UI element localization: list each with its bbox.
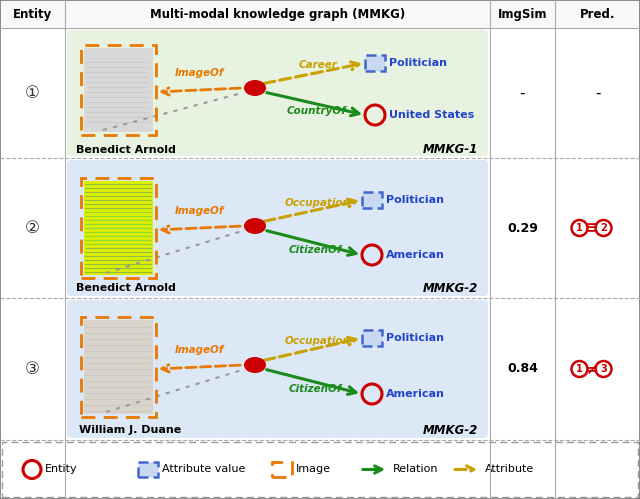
Text: William J. Duane: William J. Duane <box>79 425 181 435</box>
Text: CitizenOf: CitizenOf <box>288 384 342 394</box>
Text: ①: ① <box>25 84 40 102</box>
Text: ≡: ≡ <box>585 221 598 236</box>
Text: Image: Image <box>296 465 331 475</box>
Text: Career: Career <box>299 59 337 69</box>
Text: MMKG-2: MMKG-2 <box>423 281 478 294</box>
Text: CountryOf: CountryOf <box>287 105 346 115</box>
Text: Relation: Relation <box>393 465 438 475</box>
FancyBboxPatch shape <box>67 160 488 296</box>
FancyBboxPatch shape <box>365 55 385 71</box>
Text: United States: United States <box>389 110 474 120</box>
Text: Occupation: Occupation <box>285 336 351 346</box>
Text: 2: 2 <box>600 223 607 233</box>
FancyBboxPatch shape <box>83 48 152 132</box>
Ellipse shape <box>244 80 266 96</box>
Text: Pred.: Pred. <box>580 7 615 20</box>
Text: Entity: Entity <box>13 7 52 20</box>
Text: CitizenOf: CitizenOf <box>288 245 342 254</box>
FancyBboxPatch shape <box>67 30 488 156</box>
Ellipse shape <box>244 218 266 234</box>
Text: Benedict Arnold: Benedict Arnold <box>76 145 176 155</box>
FancyBboxPatch shape <box>83 320 152 414</box>
FancyBboxPatch shape <box>83 181 152 275</box>
Text: 0.29: 0.29 <box>507 222 538 235</box>
Text: 3: 3 <box>600 364 607 374</box>
Text: 0.84: 0.84 <box>507 362 538 376</box>
Text: -: - <box>520 85 525 100</box>
Text: ImageOf: ImageOf <box>175 206 224 216</box>
Text: Politician: Politician <box>389 58 447 68</box>
Bar <box>0 0 640 28</box>
Text: MMKG-2: MMKG-2 <box>423 424 478 437</box>
Text: Attribute value: Attribute value <box>162 465 245 475</box>
Text: ImgSim: ImgSim <box>498 7 547 20</box>
Text: Politician: Politician <box>386 333 444 343</box>
Text: American: American <box>386 389 445 399</box>
Text: Entity: Entity <box>45 465 77 475</box>
FancyBboxPatch shape <box>362 330 382 346</box>
FancyBboxPatch shape <box>138 462 158 477</box>
Text: Multi-modal knowledge graph (MMKG): Multi-modal knowledge graph (MMKG) <box>150 7 405 20</box>
Text: ③: ③ <box>25 360 40 378</box>
Text: ImageOf: ImageOf <box>175 68 224 78</box>
Text: -: - <box>595 85 600 100</box>
Text: Benedict Arnold: Benedict Arnold <box>76 283 176 293</box>
Text: Politician: Politician <box>386 195 444 205</box>
FancyBboxPatch shape <box>67 300 488 438</box>
Text: American: American <box>386 250 445 260</box>
FancyBboxPatch shape <box>362 192 382 208</box>
Text: 1: 1 <box>576 223 583 233</box>
Text: Attribute: Attribute <box>485 465 534 475</box>
Text: ≠: ≠ <box>585 361 598 377</box>
Ellipse shape <box>244 357 266 373</box>
Text: ②: ② <box>25 219 40 237</box>
Text: MMKG-1: MMKG-1 <box>423 143 478 156</box>
Text: Occupation: Occupation <box>285 198 351 208</box>
Text: ImageOf: ImageOf <box>175 345 224 355</box>
Text: 1: 1 <box>576 364 583 374</box>
